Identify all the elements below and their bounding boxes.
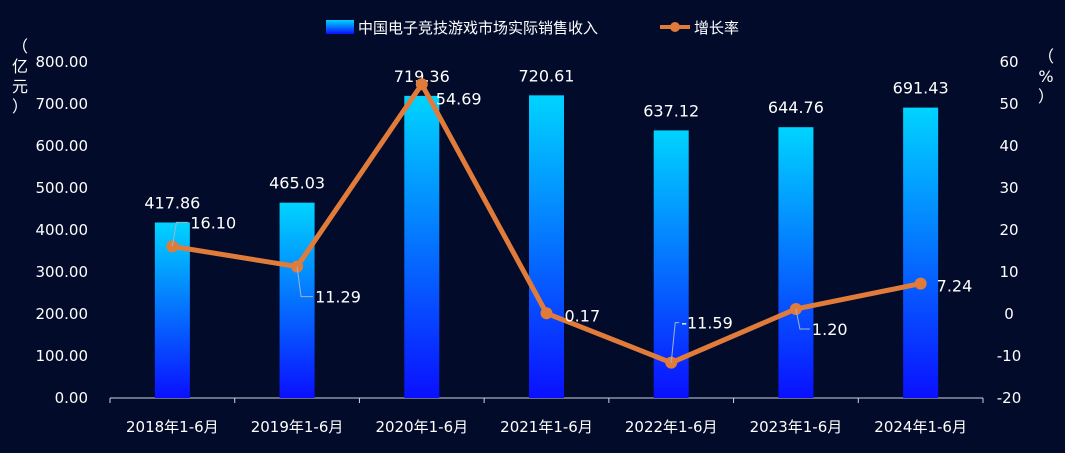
bar-value-label: 644.76 [768, 98, 824, 117]
bar [404, 95, 440, 398]
y-left-tick-label: 100.00 [36, 347, 89, 365]
y-left-tick-label: 300.00 [36, 263, 89, 281]
growth-rate-value-label: 7.24 [937, 277, 973, 296]
growth-rate-value-label: 1.20 [812, 320, 848, 339]
growth-rate-point [914, 277, 927, 290]
bar-value-label: 637.12 [643, 101, 699, 120]
x-tick-label: 2021年1-6月 [500, 418, 593, 436]
y-right-unit-label: （%） [1038, 47, 1054, 106]
growth-rate-value-label: 16.10 [190, 213, 236, 232]
growth-rate-value-label: 0.17 [565, 306, 601, 325]
bar-value-label: 691.43 [893, 79, 949, 98]
bar [279, 202, 315, 398]
legend-line-marker [670, 22, 680, 32]
bar [529, 95, 564, 398]
growth-rate-value-label: 11.29 [315, 288, 361, 307]
y-left-tick-label: 500.00 [36, 179, 89, 197]
legend-bar-label: 中国电子竞技游戏市场实际销售收入 [358, 19, 598, 37]
growth-rate-value-label: 54.69 [436, 89, 482, 108]
y-right-tick-label: -10 [997, 347, 1022, 365]
x-tick-label: 2022年1-6月 [625, 418, 718, 436]
bar-value-label: 417.86 [144, 193, 200, 212]
growth-rate-point [415, 78, 428, 91]
y-left-tick-label: 600.00 [36, 137, 89, 155]
y-right-tick-label: 10 [999, 263, 1018, 281]
x-tick-label: 2019年1-6月 [251, 418, 344, 436]
y-right-tick-label: 60 [999, 53, 1018, 71]
growth-rate-leader-line [670, 322, 680, 363]
y-left-unit-label: （亿元） [12, 37, 28, 116]
bar [653, 130, 689, 398]
x-tick-label: 2018年1-6月 [126, 418, 219, 436]
bar [903, 107, 939, 399]
growth-rate-leader-line [296, 266, 314, 298]
y-left-tick-label: 200.00 [36, 305, 89, 323]
y-left-tick-label: 800.00 [36, 53, 89, 71]
growth-rate-point [540, 307, 553, 320]
x-tick-label: 2023年1-6月 [750, 418, 843, 436]
bar-value-label: 465.03 [269, 174, 325, 193]
y-right-tick-label: 40 [999, 137, 1018, 155]
y-left-tick-label: 400.00 [36, 221, 89, 239]
y-right-tick-label: 30 [999, 179, 1018, 197]
growth-rate-value-label: -11.59 [681, 314, 733, 333]
bar-value-label: 719.36 [394, 67, 450, 86]
y-left-tick-label: 700.00 [36, 95, 89, 113]
bar [778, 127, 814, 398]
growth-rate-leader-line [171, 221, 189, 247]
x-tick-label: 2024年1-6月 [874, 418, 967, 436]
y-right-tick-label: 50 [999, 95, 1018, 113]
bar-value-label: 720.61 [519, 66, 575, 85]
growth-rate-leader-line [795, 308, 810, 330]
x-tick-label: 2020年1-6月 [375, 418, 468, 436]
y-right-tick-label: 0 [1004, 305, 1014, 323]
y-left-tick-label: 0.00 [55, 389, 88, 407]
legend-line-label: 增长率 [694, 19, 739, 37]
y-right-tick-label: 20 [999, 221, 1018, 239]
y-right-tick-label: -20 [997, 389, 1022, 407]
legend-bar-swatch [326, 20, 354, 34]
